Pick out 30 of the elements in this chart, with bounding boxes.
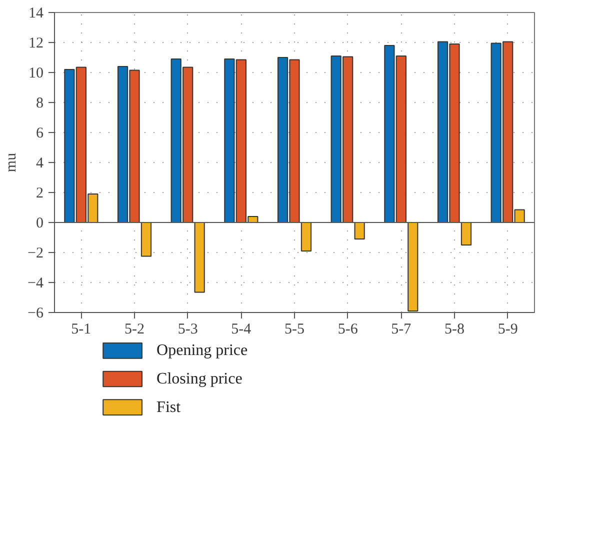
bar: [354, 222, 365, 240]
x-tick-label: 5-2: [124, 322, 144, 338]
y-tick-label: 12: [28, 36, 44, 52]
bar: [408, 222, 418, 312]
y-tick-label: 0: [36, 216, 44, 232]
y-tick-label: 10: [28, 66, 44, 82]
y-tick-label: 2: [36, 186, 44, 202]
y-tick-label: 4: [36, 156, 44, 172]
y-tick-label: −2: [28, 246, 44, 262]
bar: [460, 222, 472, 246]
x-tick-label: 5-1: [71, 322, 92, 338]
bar: [194, 222, 205, 293]
y-tick-label: −6: [28, 306, 44, 322]
x-tick-label: 5-9: [498, 322, 518, 338]
y-tick-label: 8: [36, 96, 44, 112]
legend-label: Closing price: [156, 370, 242, 388]
y-axis-title: mu: [4, 152, 20, 172]
x-tick-label: 5-5: [284, 322, 304, 338]
x-tick-label: 5-6: [338, 322, 358, 338]
x-tick-label: 5-4: [231, 322, 252, 338]
y-tick-label: −4: [28, 276, 44, 292]
x-tick-label: 5-8: [444, 322, 464, 338]
y-tick-label: 14: [28, 6, 44, 22]
x-tick-label: 5-7: [391, 322, 412, 338]
legend-label: Fist: [156, 398, 182, 416]
bar: [140, 222, 152, 257]
bar: [300, 222, 312, 252]
x-tick-label: 5-3: [178, 322, 198, 338]
y-tick-label: 6: [36, 126, 44, 142]
legend-label: Opening price: [156, 342, 248, 360]
